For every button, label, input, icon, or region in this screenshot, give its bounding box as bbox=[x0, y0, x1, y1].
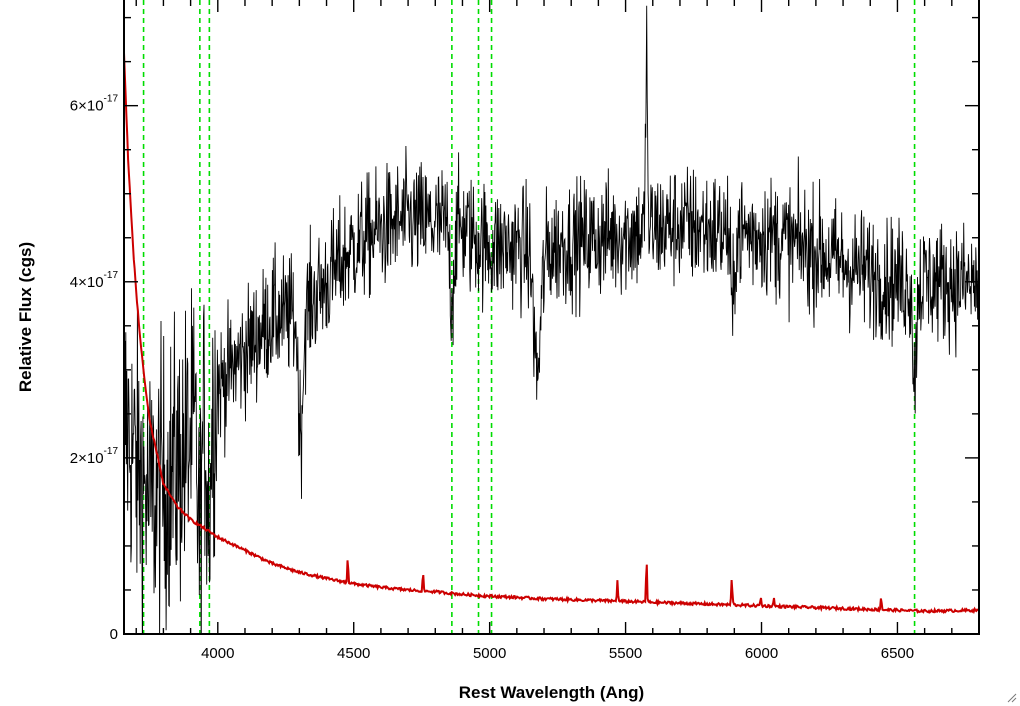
series-0-line bbox=[124, 5, 979, 634]
y-tick-label-1: 2×10-17 bbox=[70, 446, 119, 467]
x-tick-label-5500: 5500 bbox=[609, 645, 642, 662]
x-tick-label-6000: 6000 bbox=[745, 645, 778, 662]
x-tick-label-4000: 4000 bbox=[201, 645, 234, 662]
y-tick-label-3: 6×10-17 bbox=[70, 94, 119, 115]
plot-frame bbox=[123, 0, 980, 635]
y-tick-exponent: -17 bbox=[104, 446, 119, 457]
resize-grip-icon[interactable] bbox=[1007, 693, 1017, 703]
axis-tick-labels: 4000 4500 5000 5500 6000 650002×10-174×10-176… bbox=[70, 94, 914, 662]
y-tick-exponent: -17 bbox=[104, 94, 119, 105]
series-layer bbox=[124, 5, 979, 634]
x-axis-title: Rest Wavelength (Ang) bbox=[459, 683, 644, 702]
y-tick-label-2: 4×10-17 bbox=[70, 270, 119, 291]
x-tick-label-4500: 4500 bbox=[337, 645, 370, 662]
axis-ticks bbox=[124, 0, 980, 635]
series-1-line bbox=[124, 52, 979, 615]
y-tick-mantissa: 4×10 bbox=[70, 274, 104, 291]
y-tick-mantissa: 0 bbox=[110, 626, 118, 643]
y-tick-mantissa: 6×10 bbox=[70, 98, 104, 115]
y-tick-exponent: -17 bbox=[104, 270, 119, 281]
x-tick-label-5000: 5000 bbox=[473, 645, 506, 662]
y-tick-mantissa: 2×10 bbox=[70, 450, 104, 467]
y-axis-title: Relative Flux (cgs) bbox=[16, 242, 35, 392]
x-tick-label-6500: 6500 bbox=[881, 645, 914, 662]
y-tick-label-0: 0 bbox=[110, 626, 118, 643]
